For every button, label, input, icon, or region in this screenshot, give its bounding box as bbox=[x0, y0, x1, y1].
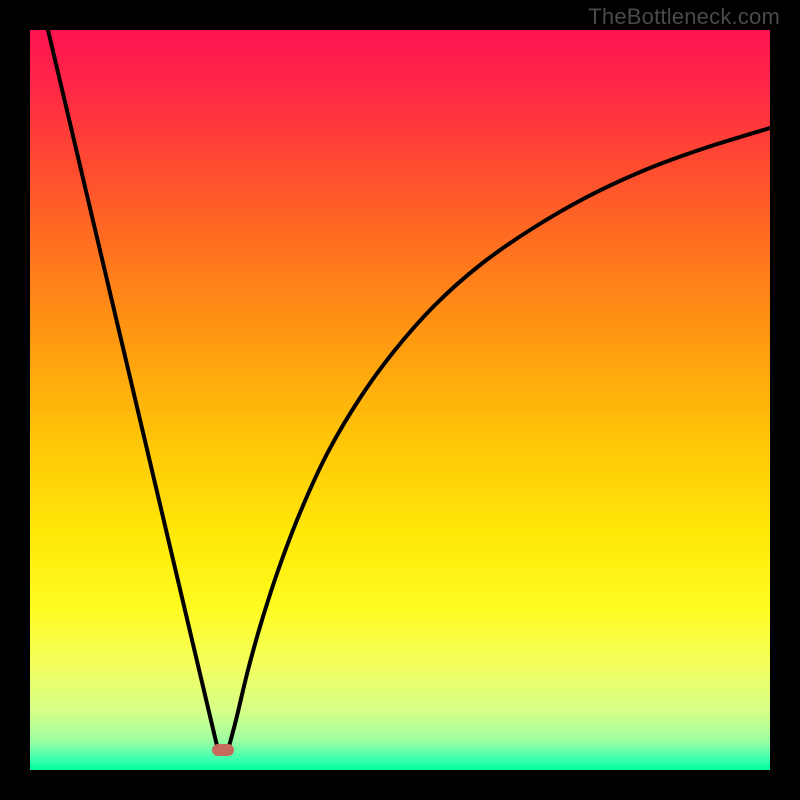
gradient-background bbox=[30, 30, 770, 770]
minimum-marker bbox=[212, 744, 234, 756]
plot-area bbox=[30, 30, 770, 770]
chart-frame: TheBottleneck.com bbox=[0, 0, 800, 800]
watermark-text: TheBottleneck.com bbox=[588, 4, 780, 30]
